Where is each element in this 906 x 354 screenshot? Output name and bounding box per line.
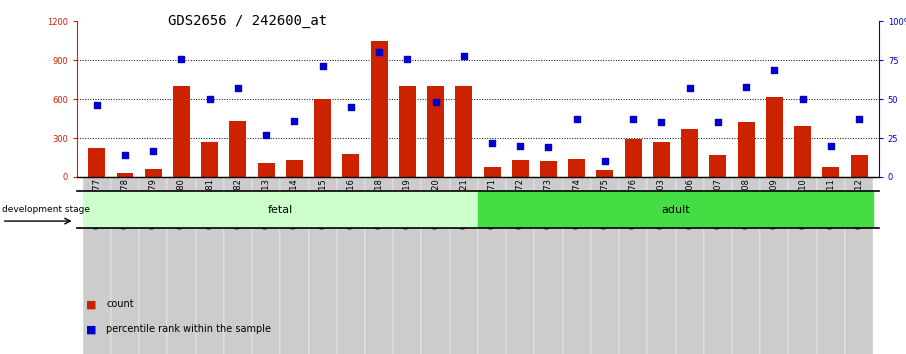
- Bar: [760, 177, 788, 354]
- Point: [682, 85, 697, 91]
- Point: [598, 159, 612, 164]
- Point: [570, 116, 584, 122]
- Point: [767, 67, 782, 72]
- Bar: [540, 161, 557, 177]
- Bar: [140, 177, 168, 354]
- Point: [541, 144, 555, 150]
- Point: [485, 140, 499, 145]
- Bar: [653, 142, 670, 177]
- Text: percentile rank within the sample: percentile rank within the sample: [106, 324, 271, 334]
- Bar: [201, 142, 218, 177]
- Bar: [845, 177, 873, 354]
- Point: [259, 132, 274, 138]
- Bar: [427, 86, 444, 177]
- Point: [146, 148, 160, 153]
- Text: GDS2656 / 242600_at: GDS2656 / 242600_at: [168, 14, 327, 28]
- Bar: [111, 177, 140, 354]
- Point: [513, 143, 527, 149]
- Bar: [371, 41, 388, 177]
- Bar: [449, 177, 478, 354]
- Bar: [168, 177, 196, 354]
- Point: [400, 56, 415, 62]
- Bar: [337, 177, 365, 354]
- Text: development stage: development stage: [2, 205, 90, 214]
- Bar: [196, 177, 224, 354]
- Bar: [591, 177, 619, 354]
- Bar: [681, 129, 699, 177]
- Bar: [737, 122, 755, 177]
- Bar: [766, 97, 783, 177]
- Bar: [117, 173, 133, 177]
- Bar: [286, 160, 303, 177]
- Point: [371, 50, 386, 55]
- Bar: [421, 177, 449, 354]
- Point: [654, 120, 669, 125]
- Bar: [596, 170, 613, 177]
- Point: [739, 84, 754, 90]
- Point: [287, 118, 302, 124]
- Point: [118, 152, 132, 158]
- Point: [231, 85, 246, 91]
- Bar: [625, 139, 641, 177]
- Bar: [173, 86, 190, 177]
- Bar: [82, 191, 478, 228]
- Bar: [647, 177, 676, 354]
- Bar: [309, 177, 337, 354]
- Point: [174, 56, 188, 62]
- Point: [824, 143, 838, 149]
- Text: count: count: [106, 299, 133, 309]
- Text: adult: adult: [661, 205, 689, 215]
- Bar: [484, 167, 500, 177]
- Bar: [816, 177, 845, 354]
- Bar: [795, 126, 811, 177]
- Bar: [456, 86, 472, 177]
- Bar: [506, 177, 535, 354]
- Bar: [568, 159, 585, 177]
- Text: fetal: fetal: [267, 205, 293, 215]
- Bar: [145, 169, 161, 177]
- Bar: [704, 177, 732, 354]
- Bar: [732, 177, 760, 354]
- Point: [429, 99, 443, 105]
- Point: [315, 64, 330, 69]
- Bar: [676, 177, 704, 354]
- Point: [90, 103, 104, 108]
- Bar: [342, 154, 360, 177]
- Bar: [224, 177, 252, 354]
- Point: [710, 120, 725, 125]
- Bar: [257, 163, 275, 177]
- Bar: [788, 177, 816, 354]
- Bar: [82, 177, 111, 354]
- Bar: [365, 177, 393, 354]
- Point: [457, 53, 471, 58]
- Point: [202, 96, 217, 102]
- Bar: [563, 177, 591, 354]
- Point: [852, 116, 866, 122]
- Bar: [229, 121, 246, 177]
- Bar: [88, 148, 105, 177]
- Bar: [619, 177, 647, 354]
- Bar: [280, 177, 309, 354]
- Point: [343, 104, 358, 110]
- Point: [626, 116, 641, 122]
- Bar: [478, 191, 873, 228]
- Bar: [252, 177, 280, 354]
- Bar: [314, 99, 331, 177]
- Bar: [823, 167, 839, 177]
- Bar: [393, 177, 421, 354]
- Bar: [709, 155, 727, 177]
- Bar: [477, 177, 506, 354]
- Bar: [535, 177, 563, 354]
- Text: ■: ■: [86, 324, 97, 334]
- Bar: [851, 155, 868, 177]
- Text: ■: ■: [86, 299, 97, 309]
- Bar: [512, 160, 529, 177]
- Point: [795, 96, 810, 102]
- Bar: [399, 86, 416, 177]
